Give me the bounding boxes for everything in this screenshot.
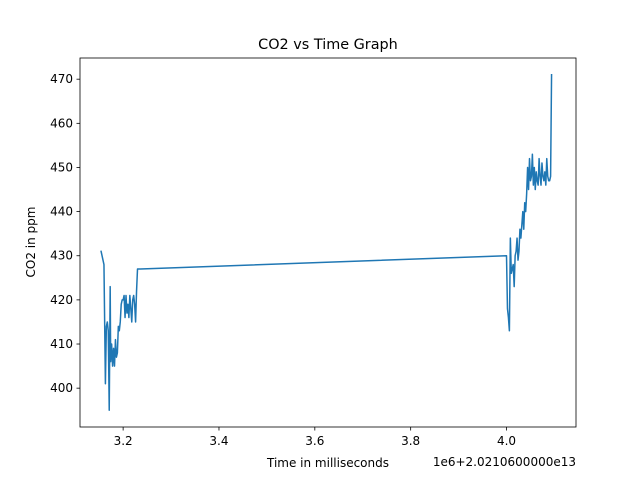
y-tick-label: 430	[50, 249, 73, 263]
y-axis-ticks: 400 410 420 430 440 450 460 470	[50, 72, 80, 395]
y-tick-label: 460	[50, 116, 73, 130]
series-line-0	[100, 74, 553, 411]
x-axis-offset-label: 1e6+2.0210600000e13	[433, 455, 576, 469]
y-tick-label: 470	[50, 72, 73, 86]
y-tick-label: 400	[50, 381, 73, 395]
x-tick-label: 3.2	[114, 434, 133, 448]
x-tick-label: 4.0	[497, 434, 516, 448]
chart-title: CO2 vs Time Graph	[258, 37, 398, 53]
y-tick-label: 410	[50, 337, 73, 351]
x-axis-ticks: 3.2 3.4 3.6 3.8 4.0	[114, 427, 516, 448]
y-tick-label: 440	[50, 205, 73, 219]
y-tick-label: 420	[50, 293, 73, 307]
y-axis-label: CO2 in ppm	[24, 207, 38, 278]
x-tick-label: 3.6	[305, 434, 324, 448]
plot-frame	[79, 57, 577, 428]
x-tick-label: 3.4	[209, 434, 228, 448]
x-tick-label: 3.8	[401, 434, 420, 448]
y-tick-label: 450	[50, 160, 73, 174]
series-layer	[100, 74, 553, 411]
x-axis-label: Time in milliseconds	[266, 456, 389, 470]
